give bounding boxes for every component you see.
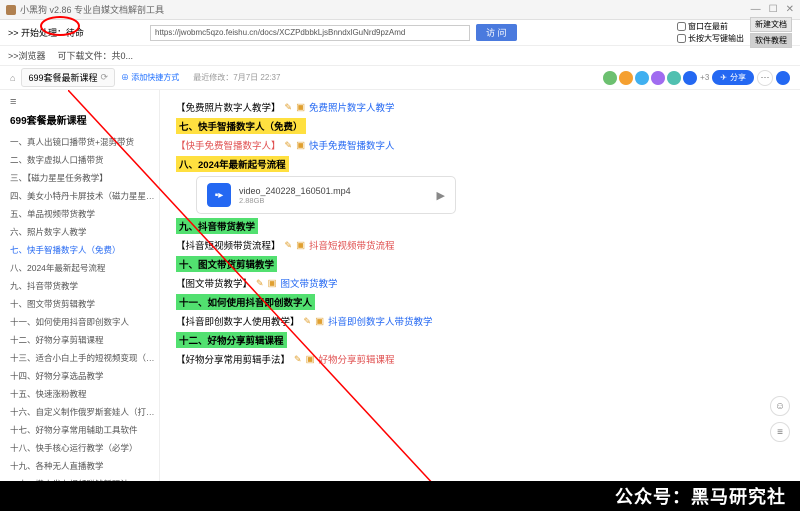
main-toolbar: >> 开始处理：待命 访 问 窗口在最前 长按大写键输出 新建文档 软件教程 (0, 20, 800, 46)
avatar[interactable] (651, 71, 665, 85)
sidebar-item[interactable]: 四、美女小特丹卡屏技术（磁力星星任... (10, 187, 155, 205)
more-count: +3 (700, 73, 709, 82)
maximize-icon[interactable]: ☐ (769, 4, 778, 15)
float-toc[interactable]: ≡ (770, 422, 790, 442)
refresh-icon[interactable]: ⟳ (100, 72, 108, 83)
sidebar-item[interactable]: 十一、如何使用抖音即创数字人 (10, 313, 155, 331)
link[interactable]: 抖音即创数字人带货教学 (328, 314, 433, 328)
heading-12: 十二、好物分享剪辑课程 (176, 332, 287, 348)
content-area: 【免费照片数字人教学】✎▣免费照片数字人教学 七、快手智播数字人（免费） 【快手… (160, 90, 800, 482)
sidebar-item[interactable]: 六、照片数字人教学 (10, 223, 155, 241)
link[interactable]: 免费照片数字人教学 (309, 100, 395, 114)
sidebar-item[interactable]: 十三、适合小白上手的短视频变现（混... (10, 349, 155, 367)
sidebar-item[interactable]: 八、2024年最新起号流程 (10, 259, 155, 277)
pencil-icon: ✎ (256, 278, 264, 289)
toc-icon[interactable]: ≡ (10, 96, 155, 108)
file-size: 2.88GB (239, 196, 351, 205)
sidebar-item[interactable]: 十二、好物分享剪辑课程 (10, 331, 155, 349)
link[interactable]: 快手免费智播数字人 (309, 138, 395, 152)
more-button[interactable]: ⋯ (757, 70, 773, 86)
heading-11: 十一、如何使用抖音即创数字人 (176, 294, 315, 310)
text: 【抖音即创数字人使用教学】 (176, 314, 300, 328)
heading-9: 九、抖音带货教学 (176, 218, 258, 234)
sidebar-title: 699套餐最新课程 (10, 112, 155, 127)
window-title: 小黑狗 v2.86 专业自媒文档解剖工具 (20, 3, 164, 16)
visit-button[interactable]: 访 问 (476, 24, 517, 41)
sidebar-item[interactable]: 十六、自定义制作俄罗斯套娃人（打造... (10, 403, 155, 421)
link[interactable]: 好物分享剪辑课程 (319, 352, 395, 366)
pencil-icon: ✎ (294, 354, 302, 365)
pencil-icon: ✎ (304, 316, 312, 327)
avatar[interactable] (603, 71, 617, 85)
sidebar-item[interactable]: 十九、各种无人直播教学 (10, 457, 155, 475)
url-input[interactable] (150, 25, 470, 41)
link[interactable]: 抖音短视频带货流程 (309, 238, 395, 252)
sidebar-item[interactable]: 九、抖音带货教学 (10, 277, 155, 295)
browser-label[interactable]: >>浏览器 (8, 49, 46, 62)
video-file[interactable]: ▪▸ video_240228_160501.mp42.88GB ▶ (196, 176, 456, 214)
sub-toolbar: >>浏览器 可下载文件：共0... (0, 46, 800, 66)
sidebar-item[interactable]: 十五、快速涨粉教程 (10, 385, 155, 403)
link[interactable]: 图文带货教学 (281, 276, 338, 290)
opt-caps[interactable]: 长按大写键输出 (677, 33, 744, 44)
sidebar-item[interactable]: 一、真人出镜口播带货+混剪带货 (10, 133, 155, 151)
tab-bar: ⌂ 699套餐最新课程 ⟳ ⊕ 添加快捷方式 最近修改：7月7日 22:37 +… (0, 66, 800, 90)
add-tab[interactable]: ⊕ 添加快捷方式 (121, 72, 179, 83)
avatar[interactable] (683, 71, 697, 85)
avatar[interactable] (635, 71, 649, 85)
sidebar-item[interactable]: 十、图文带货剪辑教学 (10, 295, 155, 313)
text: 【抖音短视频带货流程】 (176, 238, 281, 252)
avatar-stack: +3 ✈ 分享 ⋯ (603, 70, 790, 86)
minimize-icon[interactable]: — (751, 4, 761, 15)
sidebar-item[interactable]: 十七、好物分享常用辅助工具软件 (10, 421, 155, 439)
sidebar-item[interactable]: 二、数字虚拟人口播带货 (10, 151, 155, 169)
tutorial-button[interactable]: 软件教程 (750, 33, 792, 48)
annotation-circle (40, 16, 80, 36)
play-icon[interactable]: ▶ (437, 189, 445, 202)
new-doc-button[interactable]: 新建文档 (750, 17, 792, 32)
opt-top[interactable]: 窗口在最前 (677, 21, 744, 32)
text: 【好物分享常用剪辑手法】 (176, 352, 290, 366)
video-icon: ▪▸ (207, 183, 231, 207)
user-avatar[interactable] (776, 71, 790, 85)
avatar[interactable] (619, 71, 633, 85)
pencil-icon: ✎ (285, 102, 293, 113)
heading-7: 七、快手智播数字人（免费） (176, 118, 306, 134)
meta-text: 最近修改：7月7日 22:37 (193, 72, 280, 83)
sidebar-item[interactable]: 七、快手智播数字人（免费） (10, 241, 155, 259)
sidebar-item[interactable]: 三、【磁力星星任务教学】 (10, 169, 155, 187)
sidebar-item[interactable]: 十四、好物分享选品教学 (10, 367, 155, 385)
text: 【图文带货教学】 (176, 276, 252, 290)
file-name: video_240228_160501.mp4 (239, 186, 351, 196)
float-widget[interactable]: ☺ (770, 396, 790, 416)
sidebar: ≡ 699套餐最新课程 一、真人出镜口播带货+混剪带货二、数字虚拟人口播带货三、… (0, 90, 160, 482)
text: 【免费照片数字人教学】 (176, 100, 281, 114)
home-icon[interactable]: ⌂ (10, 73, 15, 83)
heading-10: 十、图文带货剪辑教学 (176, 256, 277, 272)
downloads-label[interactable]: 可下载文件：共0... (58, 49, 134, 62)
app-icon (6, 5, 16, 15)
pencil-icon: ✎ (285, 240, 293, 251)
sidebar-item[interactable]: 十八、快手核心运行教学（必学） (10, 439, 155, 457)
heading-8: 八、2024年最新起号流程 (176, 156, 289, 172)
share-button[interactable]: ✈ 分享 (712, 70, 754, 85)
close-icon[interactable]: ✕ (786, 4, 794, 15)
pencil-icon: ✎ (285, 140, 293, 151)
text: 【快手免费智播数字人】 (176, 138, 281, 152)
avatar[interactable] (667, 71, 681, 85)
doc-tab[interactable]: 699套餐最新课程 ⟳ (21, 68, 115, 87)
watermark: 公众号：黑马研究社 (0, 481, 800, 511)
tab-title: 699套餐最新课程 (28, 71, 97, 84)
sidebar-item[interactable]: 五、单品视频带货教学 (10, 205, 155, 223)
